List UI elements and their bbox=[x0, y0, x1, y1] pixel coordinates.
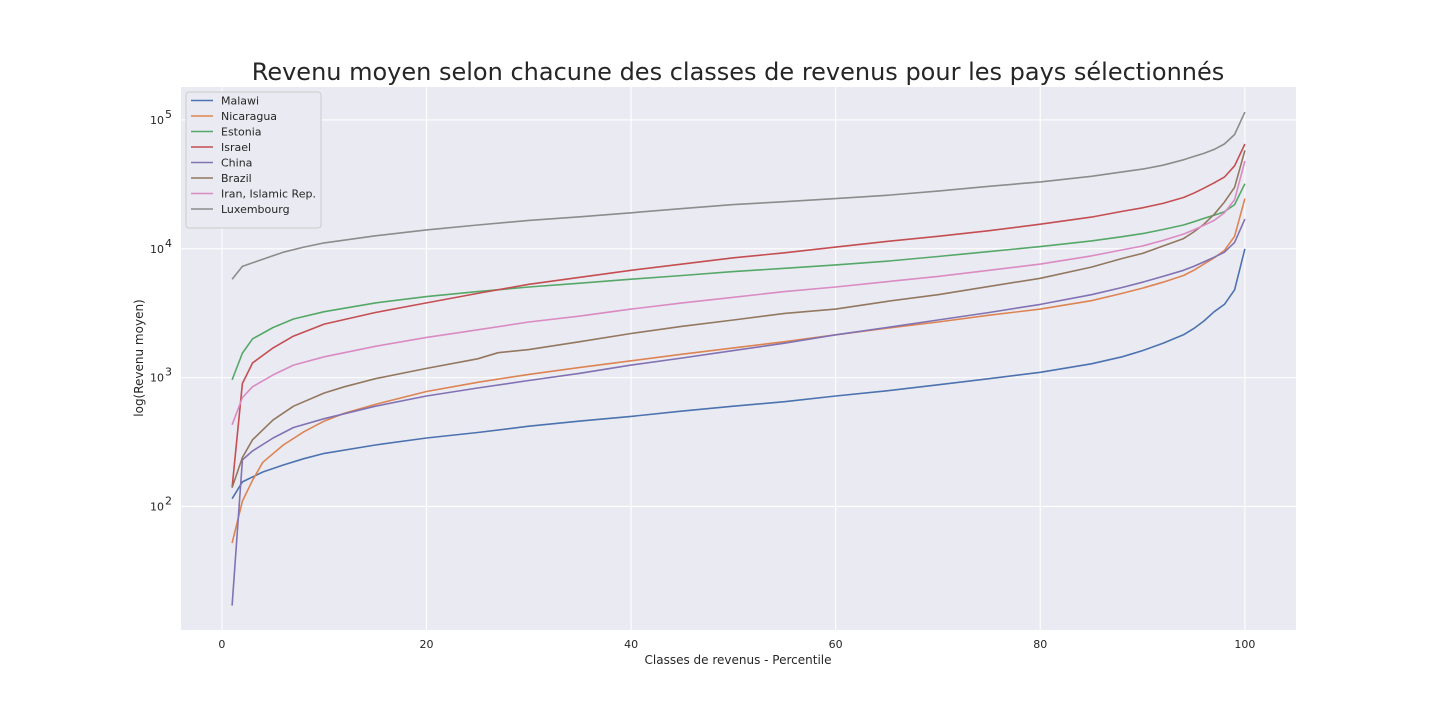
y-tick-exponent: 2 bbox=[165, 494, 172, 507]
y-tick-label: 10 5 bbox=[150, 108, 172, 127]
legend-item: Nicaragua bbox=[191, 110, 277, 123]
y-tick-exponent: 4 bbox=[165, 237, 172, 250]
y-tick-label: 10 3 bbox=[150, 366, 172, 385]
legend-item: Iran, Islamic Rep. bbox=[191, 188, 316, 201]
y-axis-label: log(Revenu moyen) bbox=[132, 299, 146, 416]
series-line bbox=[231, 143, 1246, 488]
y-tick-label: 10 2 bbox=[150, 494, 172, 513]
x-tick-label: 0 bbox=[218, 638, 225, 651]
x-tick-label: 20 bbox=[420, 638, 434, 651]
series-line bbox=[231, 218, 1246, 606]
legend-item: Malawi bbox=[191, 95, 259, 108]
legend-label: Estonia bbox=[221, 126, 262, 139]
x-tick-label: 40 bbox=[624, 638, 638, 651]
legend-frame bbox=[185, 91, 322, 229]
legend-label: Iran, Islamic Rep. bbox=[221, 188, 316, 201]
series-line bbox=[231, 248, 1246, 500]
y-tick-base: 10 bbox=[150, 372, 164, 385]
grid-lines bbox=[181, 87, 1296, 630]
legend-item: Estonia bbox=[191, 126, 262, 139]
series-line bbox=[231, 160, 1246, 426]
chart-title: Revenu moyen selon chacune des classes d… bbox=[252, 58, 1225, 86]
x-axis-label: Classes de revenus - Percentile bbox=[645, 653, 832, 667]
y-tick-label: 10 4 bbox=[150, 237, 172, 256]
x-tick-label: 100 bbox=[1234, 638, 1255, 651]
legend-label: China bbox=[221, 157, 252, 170]
legend-label: Nicaragua bbox=[221, 110, 277, 123]
legend: Malawi Nicaragua Estonia Israel China Brazil I… bbox=[185, 91, 322, 229]
legend-item: China bbox=[191, 157, 252, 170]
y-tick-base: 10 bbox=[150, 243, 164, 256]
x-tick-label: 60 bbox=[829, 638, 843, 651]
legend-item: Luxembourg bbox=[191, 203, 290, 216]
x-tick-label: 80 bbox=[1033, 638, 1047, 651]
y-tick-base: 10 bbox=[150, 500, 164, 513]
y-tick-exponent: 3 bbox=[165, 366, 172, 379]
y-tick-base: 10 bbox=[150, 114, 164, 127]
series-line bbox=[231, 150, 1246, 488]
legend-item: Israel bbox=[191, 141, 251, 154]
legend-item: Brazil bbox=[191, 172, 252, 185]
series-layer bbox=[231, 111, 1246, 606]
series-line bbox=[231, 198, 1246, 544]
series-line bbox=[231, 111, 1246, 280]
plot-area bbox=[181, 87, 1296, 630]
legend-label: Malawi bbox=[221, 95, 259, 108]
legend-label: Israel bbox=[221, 141, 251, 154]
series-line bbox=[231, 183, 1246, 381]
legend-label: Luxembourg bbox=[221, 203, 290, 216]
legend-label: Brazil bbox=[221, 172, 252, 185]
x-axis-ticks: 0 20 40 60 80 100 bbox=[218, 638, 1255, 651]
y-tick-exponent: 5 bbox=[165, 108, 172, 121]
